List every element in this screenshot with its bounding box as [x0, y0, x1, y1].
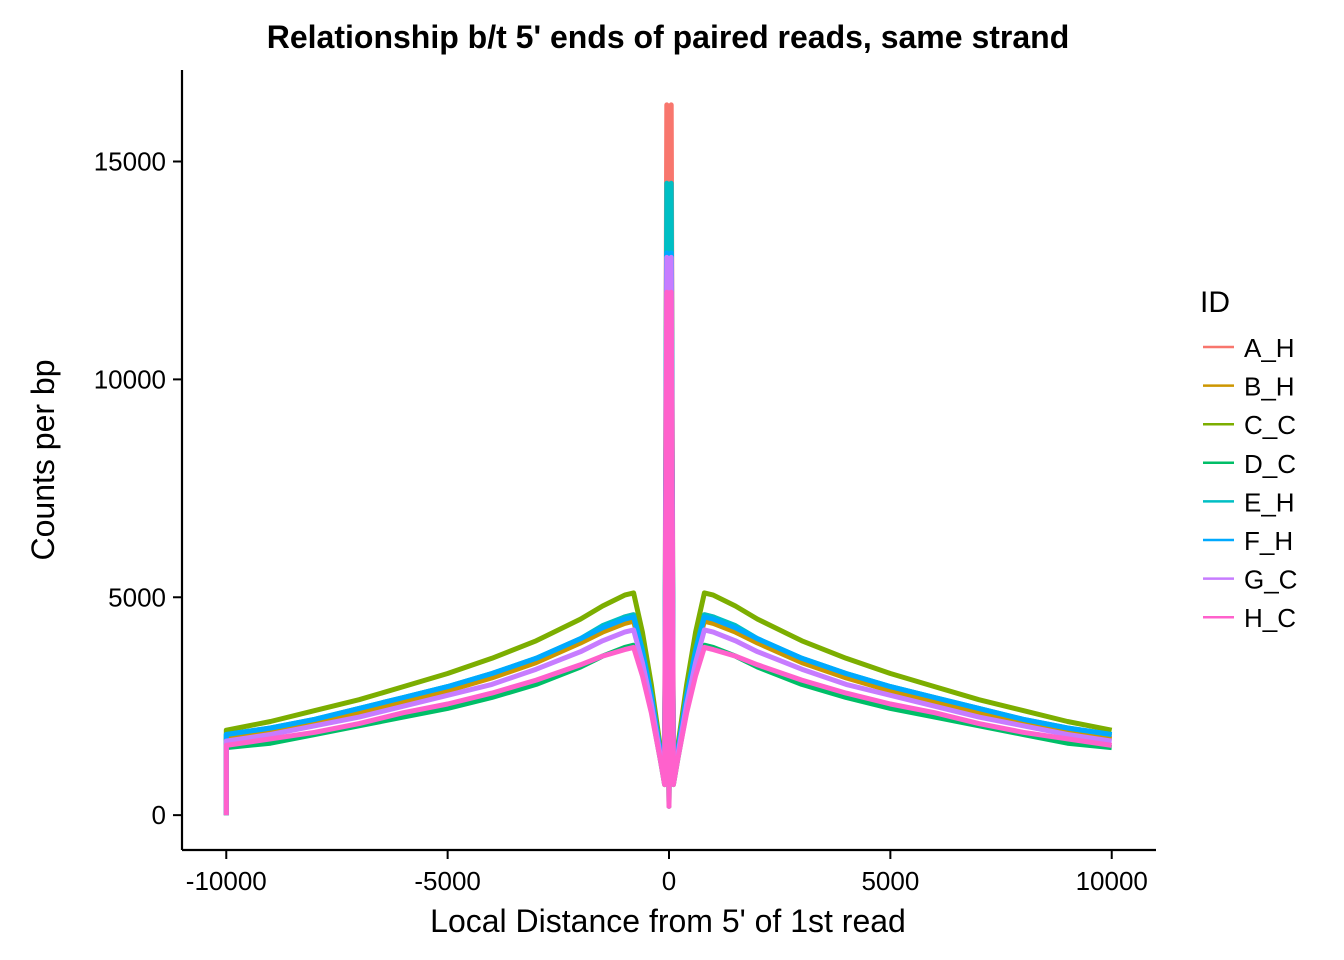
legend: ID A_H B_H C_C D_C E_H F_H G_C H_C — [1200, 286, 1297, 633]
y-tick-label: 15000 — [94, 147, 166, 177]
legend-label: H_C — [1244, 603, 1296, 633]
x-tick-label: 0 — [662, 866, 676, 896]
legend-label: F_H — [1244, 526, 1293, 556]
y-axis-ticks: 0 5000 10000 15000 — [94, 147, 182, 830]
legend-label: C_C — [1244, 410, 1296, 440]
x-axis-label: Local Distance from 5' of 1st read — [430, 903, 906, 939]
y-tick-label: 0 — [152, 800, 166, 830]
x-axis-ticks: -10000 -5000 0 5000 10000 — [186, 850, 1148, 896]
y-tick-label: 10000 — [94, 364, 166, 394]
x-tick-label: -10000 — [186, 866, 267, 896]
chart-title: Relationship b/t 5' ends of paired reads… — [267, 19, 1069, 55]
x-tick-label: 5000 — [861, 866, 919, 896]
plot-series — [223, 102, 1113, 816]
legend-label: D_C — [1244, 449, 1296, 479]
legend-title: ID — [1200, 286, 1230, 319]
legend-items: A_H B_H C_C D_C E_H F_H G_C H_C — [1203, 333, 1297, 633]
x-tick-label: 10000 — [1076, 866, 1148, 896]
x-tick-label: -5000 — [414, 866, 481, 896]
series-line-h-c — [223, 289, 1113, 816]
legend-label: E_H — [1244, 487, 1295, 517]
y-axis-label: Counts per bp — [25, 359, 61, 560]
legend-label: A_H — [1244, 333, 1295, 363]
legend-label: B_H — [1244, 372, 1295, 402]
y-tick-label: 5000 — [108, 582, 166, 612]
legend-label: G_C — [1244, 565, 1297, 595]
